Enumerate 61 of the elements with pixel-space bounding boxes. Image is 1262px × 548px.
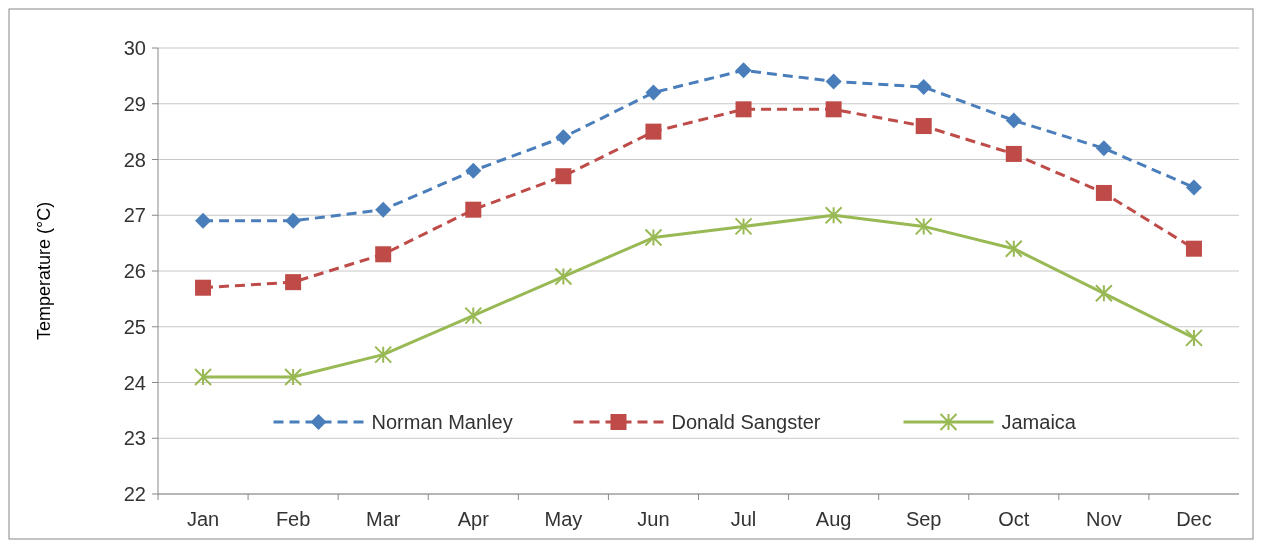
point [735, 101, 752, 118]
x-tick-label: Jul [730, 508, 757, 530]
point [285, 212, 302, 229]
legend-label: Donald Sangster [671, 411, 821, 433]
y-tick-label: 22 [123, 483, 146, 505]
legend-label: Norman Manley [371, 411, 513, 433]
x-tick-label: Apr [457, 508, 490, 530]
x-tick-label: Oct [998, 508, 1030, 530]
point [915, 118, 932, 135]
y-tick-label: 24 [123, 371, 146, 394]
x-tick-label: May [544, 508, 583, 530]
point [464, 306, 483, 325]
point [285, 274, 302, 291]
point [375, 246, 392, 263]
point [1185, 240, 1202, 257]
x-tick-label: Jun [637, 508, 670, 530]
point [284, 367, 303, 386]
y-tick-label: 29 [123, 92, 146, 115]
point [555, 129, 572, 146]
point [825, 73, 842, 90]
y-tick-label: 30 [123, 37, 146, 59]
point [1005, 145, 1022, 162]
x-tick-label: Dec [1176, 508, 1212, 530]
point [1184, 328, 1203, 347]
y-axis-title: Temperature (°C) [34, 201, 54, 341]
y-tick-label: 28 [123, 148, 146, 171]
point [1185, 179, 1202, 196]
point [644, 228, 663, 247]
point [824, 206, 843, 225]
y-tick-label: 26 [123, 260, 146, 282]
point [825, 101, 842, 118]
x-tick-label: Sep [905, 508, 942, 530]
x-tick-label: Nov [1086, 508, 1122, 530]
point [914, 217, 933, 236]
point [1095, 140, 1112, 157]
y-tick-label: 27 [123, 204, 146, 227]
point [1094, 284, 1113, 303]
point [375, 201, 392, 218]
point [735, 62, 752, 79]
point [555, 168, 572, 185]
point [645, 123, 662, 140]
x-tick-label: Mar [365, 508, 401, 530]
point [465, 201, 482, 218]
x-tick-label: Jan [186, 508, 220, 530]
y-tick-label: 23 [123, 427, 146, 450]
point [915, 79, 932, 96]
point [1005, 112, 1022, 129]
point [195, 279, 212, 296]
y-tick-label: 25 [123, 315, 146, 338]
x-tick-label: Aug [815, 508, 852, 530]
point [1095, 184, 1112, 201]
point [194, 367, 213, 386]
point [465, 162, 482, 179]
point [734, 217, 753, 236]
legend-label: Jamaica [1001, 411, 1077, 433]
x-tick-label: Feb [275, 508, 311, 530]
point [554, 267, 573, 286]
point [195, 212, 212, 229]
point [1004, 239, 1023, 258]
point [374, 345, 393, 364]
point [645, 84, 662, 101]
